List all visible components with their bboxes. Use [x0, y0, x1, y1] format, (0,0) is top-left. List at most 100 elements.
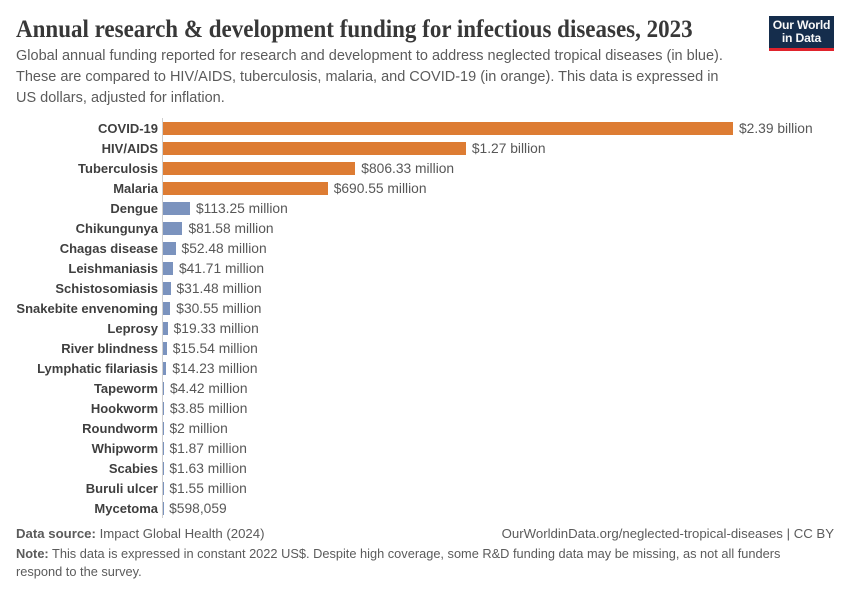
bar-area: $19.33 million [162, 318, 850, 338]
value-label: $30.55 million [176, 300, 262, 316]
bar-area: $2.39 billion [162, 118, 850, 138]
bar [163, 221, 183, 235]
bar-row: Mycetoma $598,059 [0, 498, 850, 518]
bar [163, 161, 356, 175]
bar-area: $31.48 million [162, 278, 850, 298]
bar-area: $14.23 million [162, 358, 850, 378]
value-label: $19.33 million [173, 320, 259, 336]
data-source-text: Impact Global Health (2024) [99, 526, 265, 541]
category-label: Scabies [108, 460, 158, 476]
owid-logo-line1: Our World [772, 17, 831, 32]
category-label: Dengue [110, 200, 158, 216]
bar-row: COVID-19 $2.39 billion [0, 118, 850, 138]
footer-url-line: OurWorldinData.org/neglected-tropical-di… [502, 526, 834, 542]
category-label: Snakebite envenoming [16, 300, 158, 316]
value-label: $81.58 million [188, 220, 274, 236]
category-label: Tuberculosis [78, 160, 158, 176]
bar-row: Chikungunya $81.58 million [0, 218, 850, 238]
data-source-line: Data source: Impact Global Health (2024) [16, 526, 265, 542]
bar-area: $52.48 million [162, 238, 850, 258]
bar-area: $81.58 million [162, 218, 850, 238]
bar [163, 381, 165, 395]
bar-row: Buruli ulcer $1.55 million [0, 478, 850, 498]
value-label: $15.54 million [172, 340, 258, 356]
bar-row: Roundworm $2 million [0, 418, 850, 438]
value-label: $1.55 million [169, 480, 247, 496]
bar [163, 241, 176, 255]
bar-chart: COVID-19 $2.39 billion HIV/AIDS $1.27 billi… [0, 118, 850, 518]
bar-row: Tapeworm $4.42 million [0, 378, 850, 398]
bar-row: Lymphatic filariasis $14.23 million [0, 358, 850, 378]
owid-logo: Our World in Data [769, 16, 834, 51]
bar-row: Hookworm $3.85 million [0, 398, 850, 418]
value-label: $113.25 million [196, 200, 288, 216]
page-subtitle: Global annual funding reported for resea… [16, 48, 723, 106]
category-label: Schistosomiasis [55, 280, 158, 296]
bar [163, 141, 466, 155]
value-label: $1.63 million [169, 460, 247, 476]
bar-row: Snakebite envenoming $30.55 million [0, 298, 850, 318]
bar-area: $1.27 billion [162, 138, 850, 158]
bar-row: Leishmaniasis $41.71 million [0, 258, 850, 278]
footer-license-separator: | [786, 526, 791, 541]
bar-row: Tuberculosis $806.33 million [0, 158, 850, 178]
bar [163, 121, 733, 135]
category-label: Chikungunya [75, 220, 158, 236]
value-label: $3.85 million [169, 400, 248, 416]
bar-area: $3.85 million [162, 398, 850, 418]
footer-note: Note: This data is expressed in constant… [16, 545, 806, 580]
bar-row: Chagas disease $52.48 million [0, 238, 850, 258]
category-label: Leprosy [107, 320, 158, 336]
value-label: $31.48 million [176, 280, 262, 296]
bar [163, 301, 171, 315]
category-label: HIV/AIDS [101, 140, 158, 156]
category-label: Hookworm [90, 400, 158, 416]
bar [163, 201, 190, 215]
bar-area: $1.63 million [162, 458, 850, 478]
value-label: $806.33 million [361, 160, 455, 176]
bar [163, 361, 167, 375]
category-label: Mycetoma [94, 500, 158, 516]
value-label: $1.27 billion [471, 140, 546, 156]
value-label: $4.42 million [170, 380, 248, 396]
value-label: $52.48 million [181, 240, 267, 256]
value-label: $2.39 billion [739, 120, 813, 136]
bar-area: $806.33 million [162, 158, 850, 178]
bar [163, 261, 173, 275]
bar-area: $690.55 million [162, 178, 850, 198]
owid-logo-line2: in Data [781, 31, 822, 45]
category-label: Malaria [113, 180, 158, 196]
bar-area: $113.25 million [162, 198, 850, 218]
data-source-label: Data source: [16, 526, 96, 541]
page-title: Annual research & development funding fo… [16, 16, 693, 43]
bar-row: River blindness $15.54 million [0, 338, 850, 358]
bar-row: Scabies $1.63 million [0, 458, 850, 478]
category-label: River blindness [61, 340, 158, 356]
bar-row: Whipworm $1.87 million [0, 438, 850, 458]
bar-area: $1.55 million [162, 478, 850, 498]
category-label: Roundworm [82, 420, 158, 436]
bar-area: $30.55 million [162, 298, 850, 318]
value-label: $2 million [169, 420, 228, 436]
bar [163, 181, 328, 195]
bar-area: $1.87 million [162, 438, 850, 458]
bar-row: HIV/AIDS $1.27 billion [0, 138, 850, 158]
category-label: Leishmaniasis [68, 260, 158, 276]
bar-area: $598,059 [162, 498, 850, 518]
value-label: $598,059 [169, 500, 227, 516]
bar-row: Dengue $113.25 million [0, 198, 850, 218]
bar-row: Leprosy $19.33 million [0, 318, 850, 338]
footer-note-text: This data is expressed in constant 2022 … [16, 546, 781, 579]
category-label: Chagas disease [59, 240, 158, 256]
bar-row: Malaria $690.55 million [0, 178, 850, 198]
footer-url: OurWorldinData.org/neglected-tropical-di… [501, 526, 783, 541]
bar-area: $15.54 million [162, 338, 850, 358]
footer-note-label: Note: [16, 546, 49, 561]
bar [163, 401, 164, 415]
category-label: Whipworm [91, 440, 158, 456]
value-label: $14.23 million [172, 360, 258, 376]
bar-row: Schistosomiasis $31.48 million [0, 278, 850, 298]
bar-area: $2 million [162, 418, 850, 438]
value-label: $1.87 million [169, 440, 247, 456]
bar [163, 341, 167, 355]
